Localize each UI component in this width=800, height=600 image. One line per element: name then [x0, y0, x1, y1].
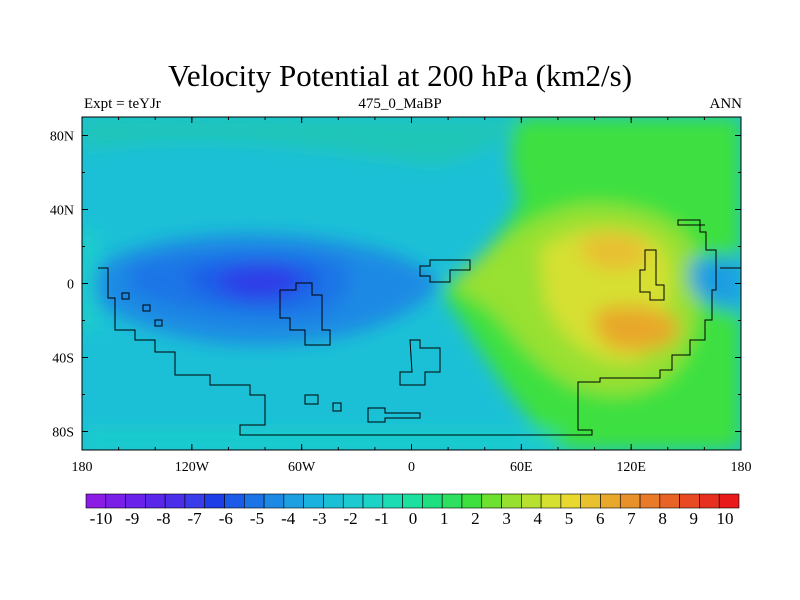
colorbar-swatch: [145, 493, 166, 509]
colorbar-label: -6: [219, 509, 233, 528]
coastline-africa-north: [419, 259, 471, 283]
coastline-island-2: [332, 402, 342, 412]
coastline-main: [98, 219, 717, 436]
colorbar-swatch: [560, 493, 581, 509]
colorbar-swatch: [263, 493, 285, 509]
colorbar-label: 1: [440, 509, 449, 528]
period-label: 475_0_MaBP: [358, 96, 442, 112]
colorbar-swatch: [580, 493, 601, 509]
colorbar-swatch: [184, 493, 206, 509]
coastlines: [98, 219, 741, 436]
colorbar-swatch: [540, 493, 562, 509]
colorbar-swatch: [105, 493, 126, 509]
coastline-island-1: [304, 394, 319, 405]
colorbar-swatch: [521, 493, 542, 509]
colorbar-label: -8: [156, 509, 170, 528]
colorbar-swatch: [244, 493, 265, 509]
colorbar-label: -5: [250, 509, 264, 528]
colorbar-swatch: [224, 493, 245, 509]
colorbar-label: 4: [534, 509, 543, 528]
y-tick-label: 40N: [50, 204, 74, 219]
colorbar-label: 9: [690, 509, 699, 528]
axes: 180 120W 60W 0 60E 120E 180 80N 40N 0 40S 80S: [50, 117, 752, 475]
colorbar-label: -4: [281, 509, 296, 528]
x-tick-label: 120E: [616, 460, 646, 475]
colorbar-label: 0: [409, 509, 418, 528]
x-tick-label: 60E: [510, 460, 533, 475]
colorbar-swatch: [461, 493, 483, 509]
colorbar-swatch: [402, 493, 423, 509]
x-tick-label: 0: [408, 460, 415, 475]
colorbar-swatch: [342, 493, 364, 509]
y-tick-label: 80N: [50, 130, 74, 145]
x-tick-label: 120W: [175, 460, 210, 475]
field-band-pos-3: [579, 232, 650, 271]
colorbar-swatch: [441, 493, 463, 509]
colorbar-label: -9: [125, 509, 139, 528]
coastline-island-3: [121, 292, 130, 300]
colorbar-swatch: [85, 493, 107, 509]
colorbar-swatch: [718, 493, 740, 509]
coastline-maritime-continent: [639, 249, 665, 301]
colorbar: -10 -9 -8 -7 -6 -5 -4 -3 -2 -1 0 1 2 3 4 5 6 7 8 9 10: [85, 493, 740, 528]
colorbar-swatch: [699, 493, 720, 509]
colorbar-swatch: [283, 493, 304, 509]
colorbar-label: -1: [375, 509, 389, 528]
colorbar-label: -7: [188, 509, 203, 528]
coastline-africa-south: [399, 339, 441, 386]
y-tick-label: 40S: [52, 352, 74, 367]
colorbar-label: 6: [596, 509, 605, 528]
colorbar-label: 7: [627, 509, 636, 528]
colorbar-label: 3: [502, 509, 511, 528]
colorbar-swatch: [422, 493, 443, 509]
colorbar-swatch: [362, 493, 384, 509]
x-tick-label: 60W: [288, 460, 316, 475]
colorbar-swatch: [125, 493, 146, 509]
colorbar-label: -3: [312, 509, 326, 528]
colorbar-swatch: [501, 493, 522, 509]
coastline-island-4: [142, 304, 151, 312]
field-band-south: [82, 430, 560, 450]
colorbar-label: 8: [658, 509, 667, 528]
colorbar-swatch: [303, 493, 324, 509]
field-band-pos-4: [594, 305, 680, 352]
field-band-west-edge: [82, 230, 95, 330]
colorbar-swatch: [323, 493, 344, 509]
colorbar-label: -10: [90, 509, 113, 528]
colorbar-label: 2: [471, 509, 480, 528]
coastline-antarctic-peninsula: [367, 407, 421, 423]
colorbar-label: -2: [344, 509, 358, 528]
colorbar-swatch: [481, 493, 502, 509]
colorbar-swatch: [639, 493, 661, 509]
experiment-label: Expt = teYJr: [84, 96, 161, 112]
colorbar-swatch: [619, 493, 641, 509]
colorbar-swatch: [600, 493, 621, 509]
colorbar-swatch: [204, 493, 225, 509]
contour-field: [82, 117, 741, 450]
x-tick-label: 180: [731, 460, 752, 475]
colorbar-swatch: [659, 493, 680, 509]
y-tick-label: 0: [67, 278, 74, 293]
x-tick-label: 180: [72, 460, 93, 475]
y-tick-label: 80S: [52, 426, 74, 441]
coastline-south-america: [279, 282, 331, 346]
season-label: ANN: [709, 96, 743, 112]
field-band-north: [82, 117, 520, 165]
plot-title: Velocity Potential at 200 hPa (km2/s): [167, 58, 633, 93]
colorbar-swatch: [382, 493, 403, 509]
colorbar-label: 5: [565, 509, 574, 528]
colorbar-swatch: [679, 493, 700, 509]
coastline-island-5: [154, 319, 163, 327]
colorbar-swatch: [164, 493, 186, 509]
colorbar-label: 10: [717, 509, 734, 528]
